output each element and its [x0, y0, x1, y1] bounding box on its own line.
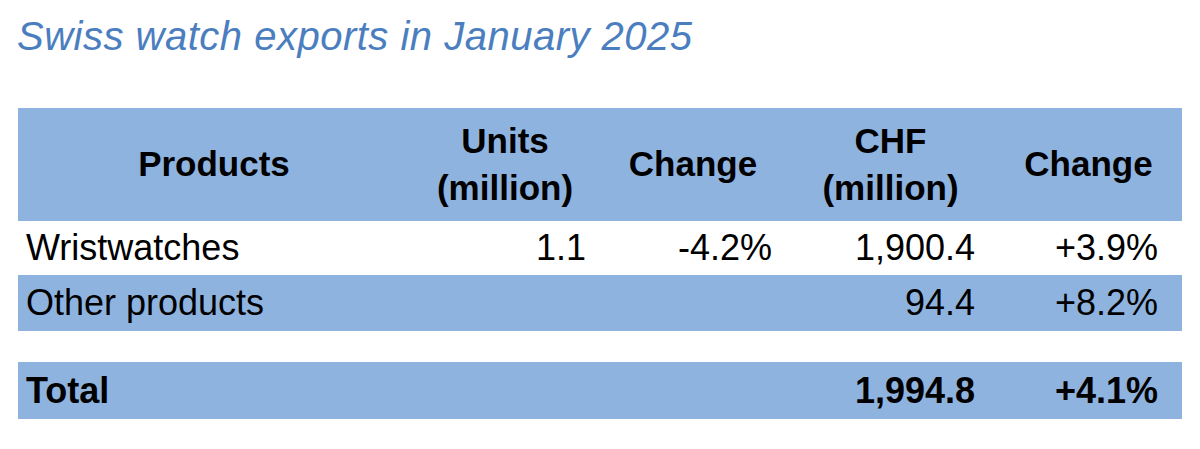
table-row-total: Total 1,994.8 +4.1% — [18, 362, 1182, 419]
table-header-row: Products Units (million) Change CHF (mil… — [18, 108, 1182, 221]
header-line: (million) — [786, 165, 995, 211]
column-header-products: Products — [18, 141, 410, 187]
header-line: Products — [18, 141, 410, 187]
column-header-units: Units (million) — [410, 118, 600, 210]
cell-product: Total — [18, 367, 410, 415]
cell-chf-change: +8.2% — [995, 279, 1182, 327]
table-row-wristwatches: Wristwatches 1.1 -4.2% 1,900.4 +3.9% — [18, 221, 1182, 275]
cell-chf: 1,900.4 — [786, 224, 995, 272]
column-header-units-change: Change — [600, 141, 786, 187]
table-row-other-products: Other products 94.4 +8.2% — [18, 275, 1182, 331]
cell-chf-change: +3.9% — [995, 224, 1182, 272]
header-line: Change — [995, 141, 1182, 187]
cell-units: 1.1 — [410, 224, 600, 272]
cell-product: Wristwatches — [18, 224, 410, 272]
column-header-chf: CHF (million) — [786, 118, 995, 210]
header-line: Change — [600, 141, 786, 187]
cell-units-change: -4.2% — [600, 224, 786, 272]
header-line: CHF — [786, 118, 995, 164]
cell-chf-change: +4.1% — [995, 367, 1182, 415]
page: Swiss watch exports in January 2025 Prod… — [0, 0, 1200, 449]
header-line: (million) — [410, 165, 600, 211]
cell-chf: 1,994.8 — [786, 367, 995, 415]
cell-product: Other products — [18, 279, 410, 327]
exports-table: Products Units (million) Change CHF (mil… — [18, 108, 1182, 419]
page-title: Swiss watch exports in January 2025 — [17, 14, 693, 59]
column-header-chf-change: Change — [995, 141, 1182, 187]
row-spacer — [18, 331, 1182, 362]
cell-chf: 94.4 — [786, 279, 995, 327]
header-line: Units — [410, 118, 600, 164]
